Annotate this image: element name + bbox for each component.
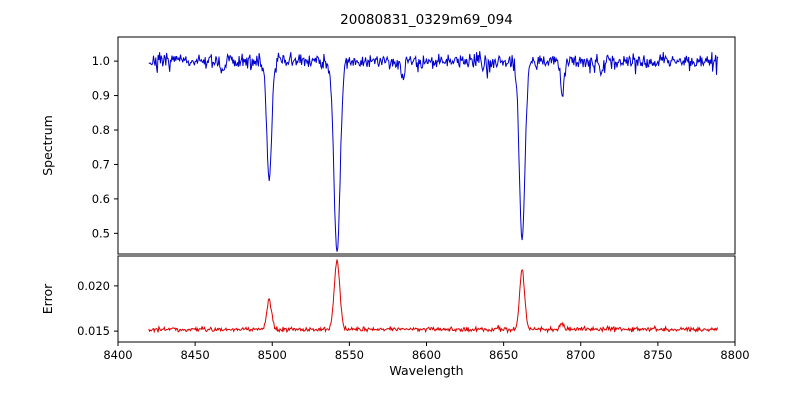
xlabel: Wavelength [389,363,463,378]
x-tick-label: 8750 [643,348,672,362]
error-line [148,259,719,334]
chart-title: 20080831_0329m69_094 [340,12,513,28]
error-y-ticks: 0.015 0.020 [77,279,118,338]
y-tick-label: 0.8 [92,123,110,137]
x-ticks: 8400 8450 8500 8550 8600 8650 8700 8750 8800 [103,342,750,362]
x-tick-label: 8700 [566,348,595,362]
x-tick-label: 8800 [720,348,749,362]
x-tick-label: 8400 [103,348,132,362]
y-tick-label: 0.7 [92,157,110,171]
y-tick-label: 0.020 [77,279,110,293]
ylabel-error: Error [40,283,55,314]
y-tick-label: 1.0 [92,54,110,68]
spectrum-y-ticks: 0.5 0.6 0.7 0.8 0.9 1.0 [92,54,118,240]
x-tick-label: 8450 [180,348,209,362]
y-tick-label: 0.015 [77,324,110,338]
x-tick-label: 8600 [412,348,441,362]
spectrum-line [148,51,719,252]
y-tick-label: 0.9 [92,89,110,103]
spectrum-panel-frame [117,36,736,255]
y-tick-label: 0.6 [92,192,110,206]
error-panel-frame [117,255,736,343]
x-tick-label: 8650 [489,348,518,362]
ylabel-spectrum: Spectrum [40,115,55,176]
y-tick-label: 0.5 [92,226,110,240]
x-tick-label: 8500 [258,348,287,362]
x-tick-label: 8550 [335,348,364,362]
